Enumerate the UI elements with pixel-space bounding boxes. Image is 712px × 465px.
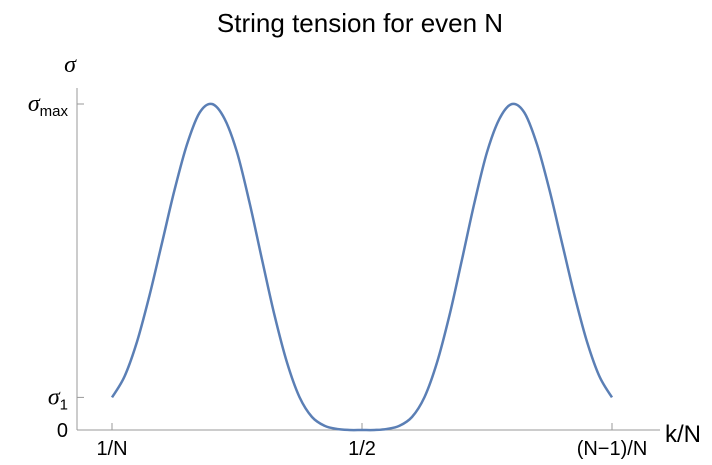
x-tick-label: 1/2 bbox=[348, 438, 376, 460]
x-ticks: 1/N 1/2 (N−1)/N bbox=[96, 423, 647, 460]
y-ticks: 0 σ1 σmax bbox=[28, 91, 84, 442]
y-tick-label: 0 bbox=[57, 420, 68, 442]
y-tick-label: σmax bbox=[28, 91, 69, 120]
y-axis-label: σ bbox=[64, 52, 77, 78]
x-axis-label: k/N bbox=[665, 421, 701, 448]
chart-title: String tension for even N bbox=[217, 8, 503, 38]
plot-area bbox=[110, 102, 614, 432]
x-tick-label: 1/N bbox=[96, 438, 127, 460]
x-tick-label: (N−1)/N bbox=[577, 438, 648, 460]
y-tick-label: σ1 bbox=[48, 384, 68, 413]
series-line bbox=[110, 102, 614, 432]
